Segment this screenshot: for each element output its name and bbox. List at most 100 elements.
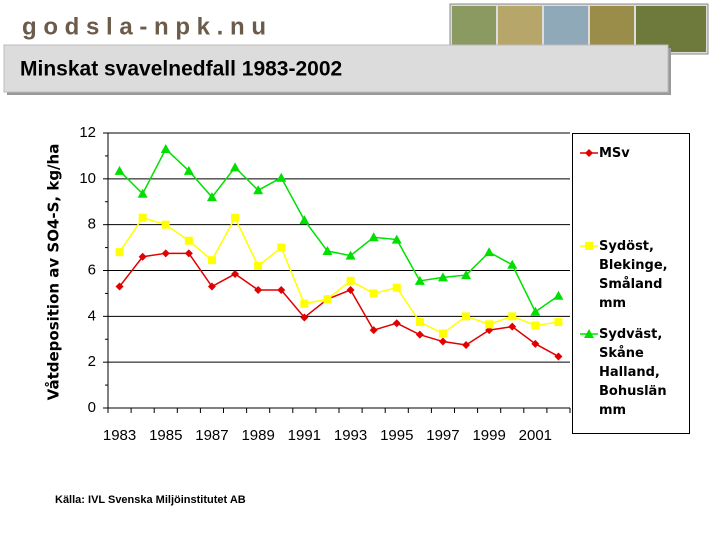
- marker: [369, 289, 378, 298]
- marker: [115, 282, 124, 291]
- x-tick-label: 1987: [195, 427, 228, 444]
- marker: [531, 321, 540, 330]
- legend-swatch: [580, 149, 598, 157]
- x-tick-label: 1991: [288, 427, 321, 444]
- x-tick-label: 1997: [426, 427, 459, 444]
- y-axis-label: Våtdeposition av SO4-S, kg/ha: [45, 144, 63, 401]
- marker: [508, 322, 517, 331]
- marker: [138, 252, 147, 261]
- x-tick-label: 1999: [472, 427, 505, 444]
- y-tick-label: 2: [88, 353, 96, 370]
- marker: [585, 149, 593, 157]
- marker: [160, 144, 171, 154]
- marker: [277, 285, 286, 294]
- marker: [276, 172, 287, 182]
- x-tick-label: 2001: [519, 427, 552, 444]
- marker: [392, 283, 401, 292]
- y-tick-label: 12: [79, 124, 96, 141]
- marker: [415, 318, 424, 327]
- marker: [184, 236, 193, 245]
- x-tick-label: 1995: [380, 427, 413, 444]
- marker: [346, 285, 355, 294]
- logo: g o d s l a - n p k . n u: [22, 13, 266, 40]
- y-tick-label: 10: [79, 170, 96, 187]
- y-tick-label: 6: [88, 261, 96, 278]
- legend-swatch: [580, 242, 598, 250]
- marker: [207, 282, 216, 291]
- marker: [462, 340, 471, 349]
- marker: [114, 165, 125, 175]
- marker: [253, 185, 264, 195]
- marker: [584, 329, 594, 338]
- legend-swatch: [580, 329, 598, 338]
- marker: [484, 247, 495, 257]
- photo: [452, 6, 496, 52]
- photo: [636, 6, 706, 52]
- x-tick-label: 1985: [149, 427, 182, 444]
- marker: [531, 339, 540, 348]
- marker: [207, 256, 216, 265]
- marker: [231, 269, 240, 278]
- source: Källa: IVL Svenska Miljöinstitutet AB: [55, 494, 246, 506]
- legend: MSv Sydöst, Blekinge, Småland mm Sydväst, …: [572, 133, 690, 434]
- series-line: [118, 252, 559, 358]
- marker: [184, 249, 193, 258]
- marker: [391, 234, 402, 244]
- marker: [346, 276, 355, 285]
- marker: [392, 319, 401, 328]
- marker: [553, 290, 564, 300]
- marker: [415, 330, 424, 339]
- marker: [277, 243, 286, 252]
- legend-label: Sydväst, Skåne Halland, Bohuslän mm: [599, 327, 667, 418]
- marker: [254, 261, 263, 270]
- marker: [554, 352, 563, 361]
- slide-title: Minskat svavelnedfall 1983-2002: [20, 58, 342, 81]
- marker: [300, 299, 309, 308]
- marker: [161, 249, 170, 258]
- marker: [230, 162, 241, 172]
- marker: [231, 213, 240, 222]
- marker: [161, 220, 170, 229]
- marker: [508, 312, 517, 321]
- y-tick-label: 8: [88, 216, 96, 233]
- marker: [369, 326, 378, 335]
- marker: [438, 329, 447, 338]
- marker: [554, 318, 563, 327]
- marker: [183, 165, 194, 175]
- title-bar: [3, 44, 669, 93]
- photo: [498, 6, 542, 52]
- marker: [323, 295, 332, 304]
- marker: [530, 306, 541, 316]
- marker: [300, 313, 309, 322]
- x-tick-label: 1993: [334, 427, 367, 444]
- marker: [254, 285, 263, 294]
- marker: [299, 215, 310, 225]
- marker: [368, 232, 379, 242]
- photo: [590, 6, 634, 52]
- marker: [322, 246, 333, 256]
- legend-item: MSv: [579, 144, 685, 163]
- marker: [507, 259, 518, 269]
- legend-label: Sydöst, Blekinge, Småland mm: [599, 239, 668, 311]
- photo: [544, 6, 588, 52]
- legend-item: Sydväst, Skåne Halland, Bohuslän mm: [579, 325, 685, 420]
- marker: [115, 248, 124, 257]
- marker: [437, 272, 448, 282]
- legend-item: Sydöst, Blekinge, Småland mm: [579, 237, 685, 313]
- marker: [438, 337, 447, 346]
- marker: [585, 242, 593, 250]
- marker: [414, 275, 425, 285]
- marker: [345, 250, 356, 260]
- x-tick-label: 1989: [241, 427, 274, 444]
- legend-label: MSv: [599, 146, 630, 161]
- marker: [138, 213, 147, 222]
- y-tick-label: 0: [88, 399, 96, 416]
- marker: [462, 312, 471, 321]
- marker: [461, 270, 472, 280]
- marker: [485, 320, 494, 329]
- marker: [137, 188, 148, 198]
- marker: [206, 192, 217, 202]
- x-tick-label: 1983: [103, 427, 136, 444]
